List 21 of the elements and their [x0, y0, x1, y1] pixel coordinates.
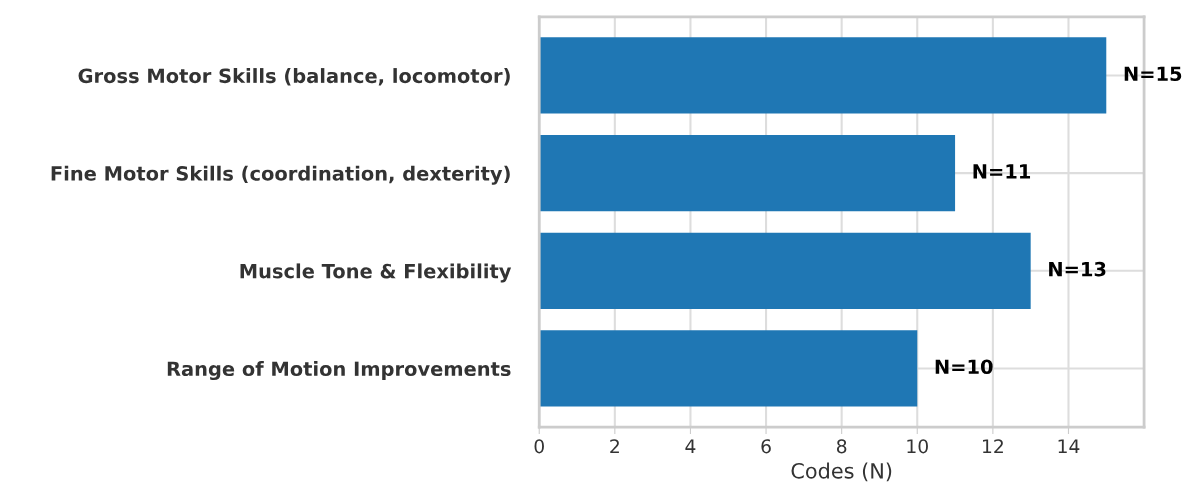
bar: [539, 135, 956, 212]
x-tick-label: 0: [534, 439, 544, 454]
bar: [539, 330, 918, 407]
data-label: N=11: [973, 164, 1031, 179]
y-tick-label: Muscle Tone & Flexibility: [240, 263, 512, 283]
y-tick-label: Fine Motor Skills (coordination, dexterity): [51, 165, 510, 185]
x-tick-label: 4: [685, 439, 696, 454]
x-tick-label: 2: [610, 439, 619, 454]
x-axis-title: Codes (N): [791, 462, 892, 482]
bar: [539, 37, 1107, 114]
x-tick-label: 10: [907, 439, 928, 454]
x-tick-label: 14: [1058, 439, 1080, 454]
data-label: N=10: [935, 359, 993, 375]
x-tick-label: 12: [983, 439, 1003, 454]
data-label: N=13: [1049, 261, 1106, 277]
data-label: N=15: [1124, 66, 1182, 82]
y-tick-label: Range of Motion Improvements: [167, 361, 511, 381]
x-tick-label: 6: [761, 439, 771, 454]
x-tick-label: 8: [836, 439, 847, 454]
y-tick-label: Gross Motor Skills (balance, locomotor): [78, 68, 510, 86]
bar: [539, 232, 1031, 309]
